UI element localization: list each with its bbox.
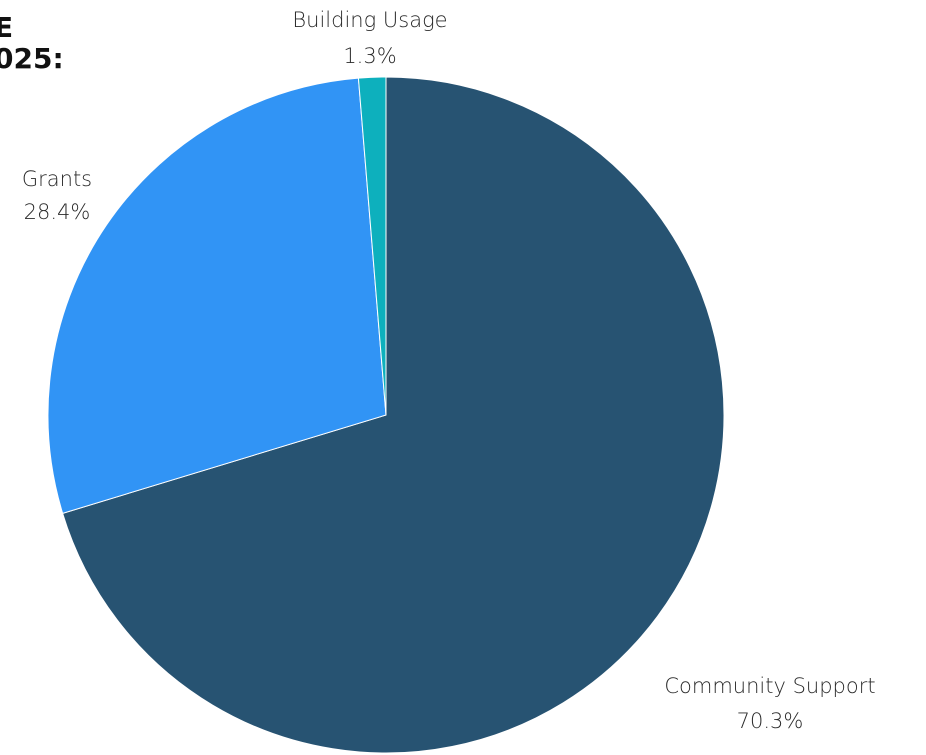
slice-grants bbox=[47, 77, 387, 514]
slice-value-community-support: 70.3% bbox=[737, 709, 804, 733]
slice-value-building-usage: 1.3% bbox=[343, 44, 396, 68]
partial-chart-heading: E 025: bbox=[0, 12, 64, 74]
slice-label-building-usage: Building Usage bbox=[292, 8, 447, 32]
heading-line-2: 025: bbox=[0, 42, 64, 75]
pie-labels: Community Support 70.3% Grants 28.4% Bui… bbox=[22, 8, 876, 733]
slice-label-community-support: Community Support bbox=[664, 674, 875, 698]
slice-label-grants: Grants bbox=[22, 167, 92, 191]
pie-slices bbox=[47, 76, 725, 754]
slice-community-support bbox=[62, 76, 725, 754]
slice-building-usage bbox=[357, 76, 387, 416]
heading-line-1: E bbox=[0, 11, 14, 44]
slice-value-grants: 28.4% bbox=[24, 200, 91, 224]
